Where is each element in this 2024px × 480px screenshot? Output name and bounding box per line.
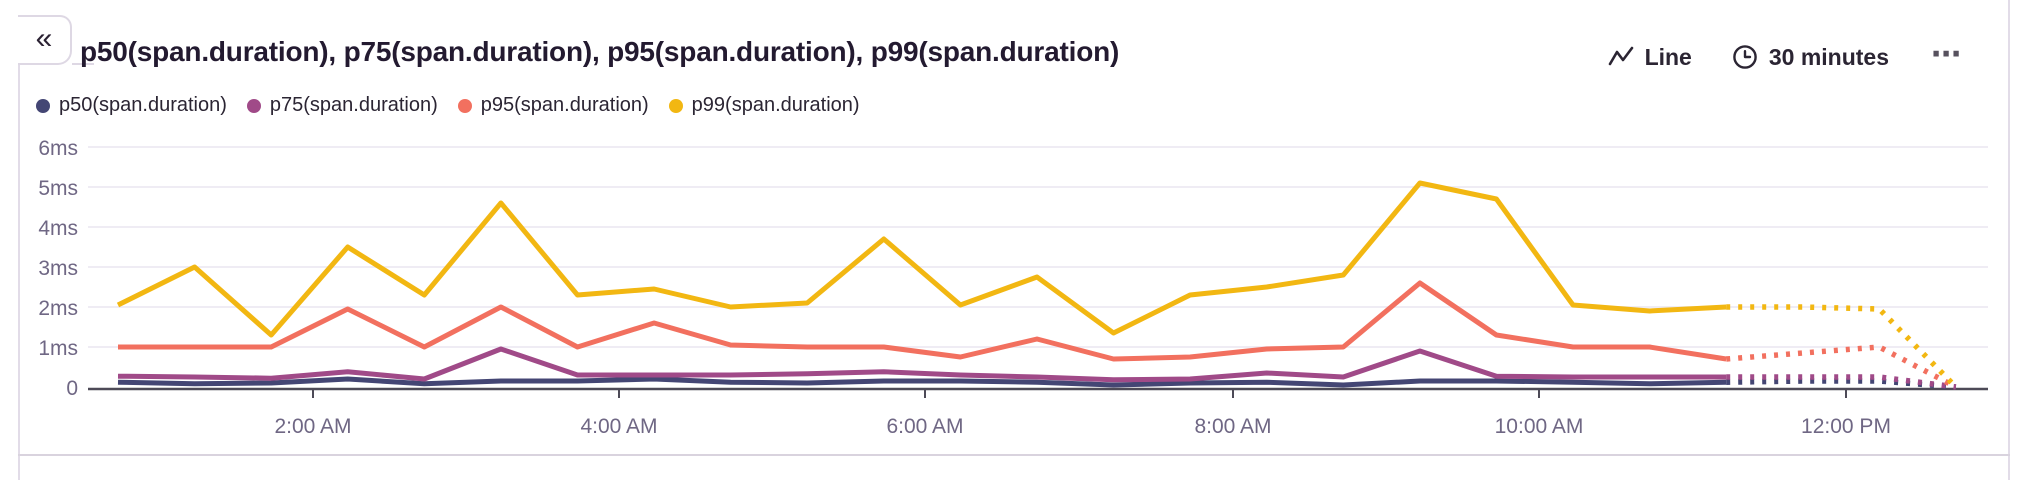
y-axis-label-3ms: 3ms <box>38 257 78 280</box>
legend-item-p95[interactable]: p95(span.duration) <box>457 94 649 117</box>
y-axis-label-1ms: 1ms <box>38 337 78 360</box>
x-axis-label-4-00-AM: 4:00 AM <box>580 415 657 438</box>
collapse-sidebar-button[interactable]: « <box>18 15 72 65</box>
legend-label: p75(span.duration) <box>269 94 438 116</box>
x-axis-label-10-00-AM: 10:00 AM <box>1495 415 1584 438</box>
display-type-label: Line <box>1644 43 1692 70</box>
y-axis-label-0: 0 <box>66 377 78 400</box>
legend-dot <box>36 98 50 113</box>
y-axis-label-2ms: 2ms <box>38 297 78 320</box>
series-line-p75 <box>117 346 1727 383</box>
header-controls: Line 30 minutes ⋯ <box>1608 37 1966 74</box>
y-axis-label-6ms: 6ms <box>38 137 78 160</box>
interval-control[interactable]: 30 minutes <box>1732 44 1889 71</box>
interval-label: 30 minutes <box>1768 43 1889 70</box>
panel-left-border <box>18 24 20 480</box>
series-line-dotted-p95 <box>1725 344 1958 390</box>
legend-dot <box>457 98 472 113</box>
legend-dot <box>668 98 683 113</box>
x-axis-label-8-00-AM: 8:00 AM <box>1194 415 1271 438</box>
chart-legend: p50(span.duration) p75(span.duration) p95(… <box>36 94 860 117</box>
series-line-dotted-p50 <box>1726 378 1957 390</box>
panel-bottom-border <box>18 454 2010 456</box>
legend-dot <box>246 98 261 113</box>
x-axis-label-12-00-PM: 12:00 PM <box>1801 415 1891 438</box>
legend-item-p99[interactable]: p99(span.duration) <box>668 94 860 117</box>
display-type-control[interactable]: Line <box>1608 44 1692 71</box>
panel-tab-join-line <box>72 63 94 65</box>
legend-label: p50(span.duration) <box>59 94 227 116</box>
series-line-dotted-p99 <box>1726 304 1958 389</box>
x-axis-label-2-00-AM: 2:00 AM <box>274 415 351 438</box>
more-options-button[interactable]: ⋯ <box>1931 37 1964 71</box>
legend-label: p99(span.duration) <box>691 94 860 116</box>
series-line-p50 <box>117 376 1727 388</box>
y-axis-label-5ms: 5ms <box>38 177 78 200</box>
clock-icon <box>1733 45 1757 69</box>
series-line-p99 <box>116 180 1727 338</box>
x-axis-label-6-00-AM: 6:00 AM <box>886 415 963 438</box>
widget-title: p50(span.duration), p75(span.duration), … <box>80 36 1120 67</box>
y-axis-label-4ms: 4ms <box>38 217 78 240</box>
legend-item-p50[interactable]: p50(span.duration) <box>36 94 227 117</box>
series-line-dotted-p75 <box>1726 374 1957 390</box>
legend-item-p75[interactable]: p75(span.duration) <box>246 94 438 117</box>
series-line-p95 <box>118 280 1727 362</box>
line-chart-icon <box>1608 46 1633 66</box>
legend-label: p95(span.duration) <box>480 94 649 116</box>
panel-right-border <box>2008 0 2010 480</box>
chevron-double-left-icon: « <box>35 21 53 55</box>
